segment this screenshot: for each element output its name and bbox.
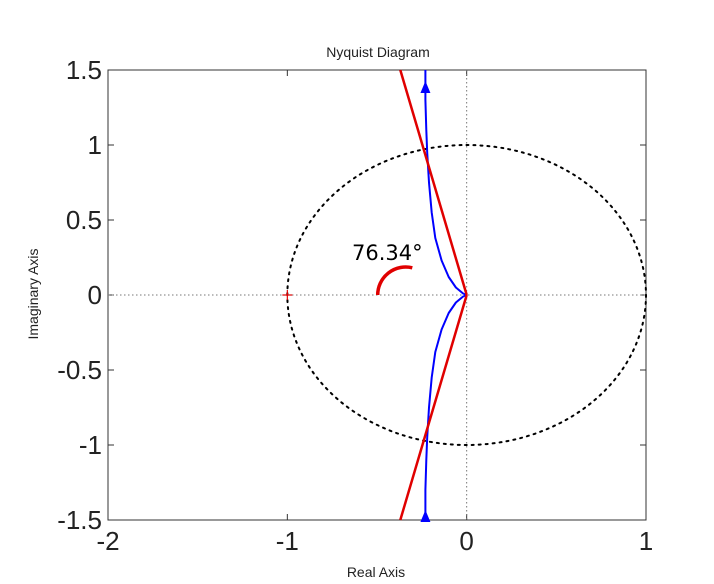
y-tick-label: 1 <box>88 130 102 160</box>
y-tick-label: 0.5 <box>66 205 102 235</box>
nyquist-curve-lower <box>424 294 468 520</box>
y-tick-label: -1 <box>79 430 102 460</box>
direction-arrow-up <box>420 81 431 93</box>
tangent-line-upper <box>399 69 468 296</box>
nyquist-curve-upper <box>424 70 468 296</box>
chart-title: Nyquist Diagram <box>326 44 429 60</box>
direction-arrow-down <box>420 510 431 522</box>
x-tick-label: -2 <box>96 526 119 556</box>
y-tick-label: 0 <box>88 280 102 310</box>
tangent-line-lower <box>399 294 468 521</box>
y-tick-label: -1.5 <box>57 505 102 535</box>
angle-label: 76.34° <box>352 241 423 265</box>
x-axis-label: Real Axis <box>347 564 405 580</box>
y-tick-label: 1.5 <box>66 55 102 85</box>
x-tick-label: 0 <box>459 526 473 556</box>
x-tick-label: 1 <box>639 526 653 556</box>
angle-arc <box>375 265 413 296</box>
x-tick-label: -1 <box>276 526 299 556</box>
y-tick-label: -0.5 <box>57 355 102 385</box>
y-axis-label: Imaginary Axis <box>25 248 41 339</box>
